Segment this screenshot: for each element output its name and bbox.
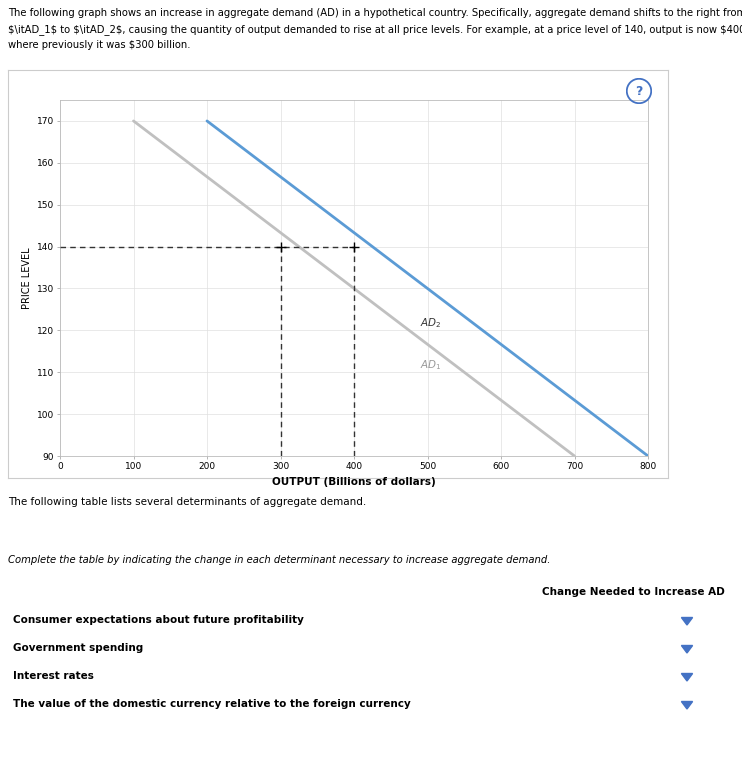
Polygon shape (681, 673, 692, 681)
Polygon shape (681, 618, 692, 625)
Polygon shape (681, 702, 692, 709)
Text: Consumer expectations about future profitability: Consumer expectations about future profi… (13, 615, 304, 625)
Polygon shape (681, 645, 692, 653)
Y-axis label: PRICE LEVEL: PRICE LEVEL (22, 247, 33, 309)
Text: Complete the table by indicating the change in each determinant necessary to inc: Complete the table by indicating the cha… (8, 555, 551, 565)
Text: where previously it was $300 billion.: where previously it was $300 billion. (8, 40, 191, 50)
Text: Government spending: Government spending (13, 643, 143, 653)
Text: Change Needed to Increase AD: Change Needed to Increase AD (542, 587, 725, 597)
Text: The following graph shows an increase in aggregate demand (AD) in a hypothetical: The following graph shows an increase in… (8, 8, 742, 18)
X-axis label: OUTPUT (Billions of dollars): OUTPUT (Billions of dollars) (272, 477, 436, 487)
Text: Interest rates: Interest rates (13, 671, 94, 681)
Text: $AD_2$: $AD_2$ (420, 317, 441, 330)
Text: The following table lists several determinants of aggregate demand.: The following table lists several determ… (8, 497, 367, 507)
Text: $AD_1$: $AD_1$ (420, 358, 441, 372)
Text: $\itAD_1$ to $\itAD_2$, causing the quantity of output demanded to rise at all p: $\itAD_1$ to $\itAD_2$, causing the quan… (8, 24, 742, 35)
Text: The value of the domestic currency relative to the foreign currency: The value of the domestic currency relat… (13, 699, 411, 709)
Text: ?: ? (635, 85, 643, 98)
